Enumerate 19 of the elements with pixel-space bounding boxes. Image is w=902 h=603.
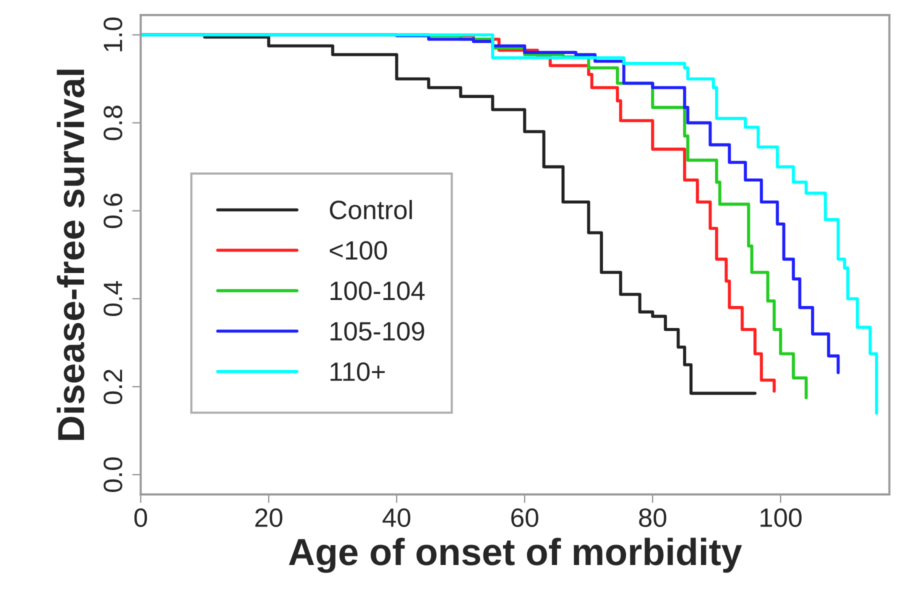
x-axis-title: Age of onset of morbidity — [288, 538, 742, 573]
y-tick-label: 0.6 — [104, 194, 122, 228]
x-tick-label: 20 — [255, 508, 282, 528]
y-tick-label: 0.0 — [104, 457, 122, 492]
x-tick-label: 60 — [511, 508, 538, 528]
x-tick-label: 0 — [134, 508, 148, 528]
legend-label: Control — [330, 200, 412, 220]
x-tick-label: 80 — [639, 508, 666, 528]
y-tick-label: 1.0 — [104, 18, 122, 52]
y-tick-label: 0.8 — [104, 106, 122, 140]
x-tick-label: 100 — [760, 508, 802, 528]
legend-label: <100 — [330, 241, 387, 260]
x-tick-label: 40 — [382, 508, 410, 528]
y-tick-label: 0.4 — [104, 281, 122, 316]
y-tick-label: 0.2 — [104, 370, 122, 404]
legend-label: 105-109 — [330, 322, 424, 341]
legend-label: 100-104 — [330, 282, 425, 300]
legend-label: 110+ — [330, 362, 385, 382]
y-axis-title: Disease-free survival — [56, 70, 84, 440]
